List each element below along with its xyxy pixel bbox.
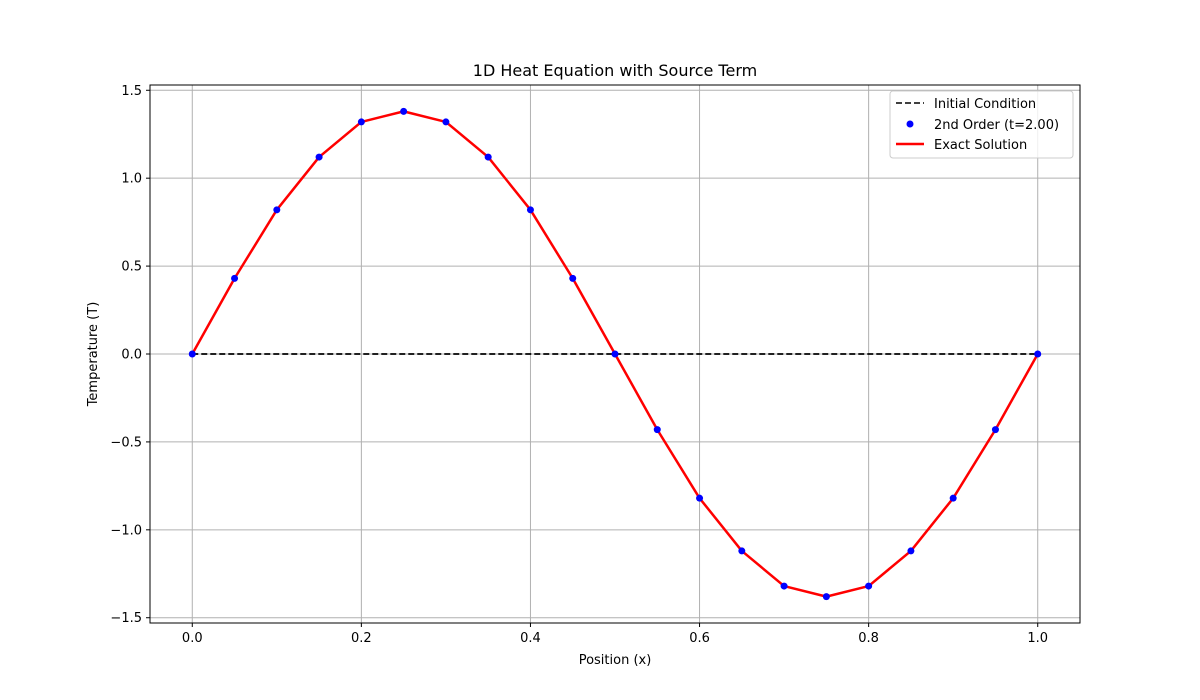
numerical-data-point bbox=[780, 582, 788, 590]
y-tick-label: 1.5 bbox=[121, 84, 142, 99]
numerical-data-point bbox=[696, 494, 704, 502]
numerical-data-point bbox=[822, 593, 830, 601]
legend-label-2nd-order: 2nd Order (t=2.00) bbox=[934, 118, 1059, 133]
x-tick-label: 1.0 bbox=[1027, 631, 1048, 646]
numerical-data-point bbox=[569, 274, 577, 282]
numerical-data-point bbox=[526, 206, 534, 214]
legend-label-exact-solution: Exact Solution bbox=[934, 138, 1027, 153]
y-tick-label: −1.0 bbox=[110, 523, 142, 538]
numerical-data-point bbox=[315, 153, 323, 161]
numerical-data-point bbox=[991, 426, 999, 434]
y-tick-label: 1.0 bbox=[121, 172, 142, 187]
y-tick-label: −0.5 bbox=[110, 435, 142, 450]
numerical-data-point bbox=[865, 582, 873, 590]
x-tick-label: 0.4 bbox=[520, 631, 541, 646]
numerical-data-point bbox=[188, 350, 196, 358]
x-tick-label: 0.6 bbox=[689, 631, 710, 646]
x-tick-label: 0.0 bbox=[182, 631, 203, 646]
chart-title: 1D Heat Equation with Source Term bbox=[473, 61, 757, 80]
legend: Initial Condition 2nd Order (t=2.00) Exa… bbox=[889, 90, 1074, 159]
numerical-data-point bbox=[484, 153, 492, 161]
y-tick-label: 0.0 bbox=[121, 348, 142, 363]
x-tick-label: 0.8 bbox=[858, 631, 879, 646]
y-tick-label: 0.5 bbox=[121, 260, 142, 275]
numerical-data-point bbox=[400, 107, 408, 115]
numerical-data-point bbox=[653, 426, 661, 434]
numerical-data-point bbox=[231, 274, 239, 282]
numerical-data-point bbox=[907, 547, 915, 555]
y-tick-label: −1.5 bbox=[110, 611, 142, 626]
x-axis-label: Position (x) bbox=[579, 653, 652, 668]
numerical-data-point bbox=[738, 547, 746, 555]
numerical-data-point bbox=[273, 206, 281, 214]
numerical-data-point bbox=[949, 494, 957, 502]
numerical-data-point bbox=[442, 118, 450, 126]
plot-series bbox=[188, 107, 1042, 601]
x-tick-label: 0.2 bbox=[351, 631, 372, 646]
legend-box bbox=[889, 90, 1074, 159]
numerical-data-point bbox=[357, 118, 365, 126]
y-axis-label: Temperature (T) bbox=[86, 302, 101, 408]
axis-ticks: 0.0 0.2 0.4 0.6 0.8 1.0 −1.5 −1.0 −0.5 0.0 0.5 1.0 1… bbox=[110, 84, 1048, 646]
legend-label-initial-condition: Initial Condition bbox=[934, 97, 1036, 112]
legend-swatch-2nd-order bbox=[906, 120, 914, 128]
numerical-data-point bbox=[611, 350, 619, 358]
numerical-data-point bbox=[1034, 350, 1042, 358]
